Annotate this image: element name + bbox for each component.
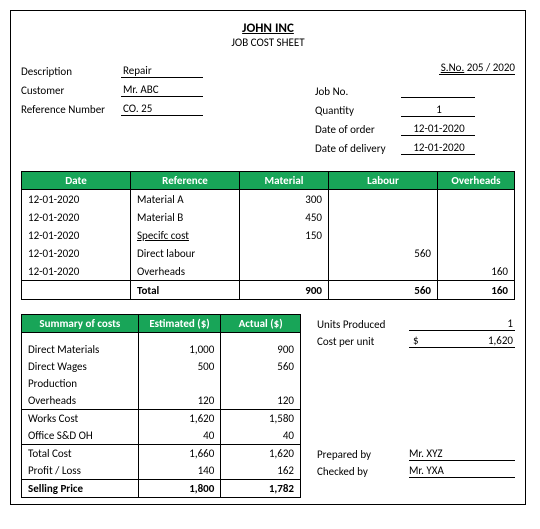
cpu-value: $1,620	[409, 334, 515, 348]
total-row: Total900560160	[22, 281, 515, 300]
summary-table: Summary of costs Estimated ($) Actual ($…	[21, 314, 301, 498]
cust-value: Mr. ABC	[121, 83, 203, 97]
cust-label: Customer	[21, 84, 121, 97]
prep-label: Prepared by	[317, 448, 409, 461]
summary-row: Office S&D OH4040	[22, 427, 301, 445]
check-label: Checked by	[317, 465, 409, 478]
summary-row: Total Cost1,6601,620	[22, 445, 301, 463]
company-name: JOHN INC	[21, 21, 515, 36]
prep-value: Mr. XYZ	[409, 447, 515, 461]
col-ref: Reference	[131, 172, 240, 190]
table-row: 12-01-2020Material A300	[22, 190, 515, 209]
ref-label: Reference Number	[21, 103, 121, 116]
table-row: 12-01-2020Material B450	[22, 208, 515, 226]
deliv-label: Date of delivery	[315, 142, 401, 155]
table-row: 12-01-2020Specifc cost150	[22, 226, 515, 244]
units-value: 1	[409, 317, 515, 331]
table-row: 12-01-2020Overheads160	[22, 262, 515, 281]
qty-value: 1	[401, 103, 475, 117]
sno-field: S.No. 205 / 2020	[439, 61, 515, 75]
header-fields: Description Repair Customer Mr. ABC Refe…	[21, 61, 515, 155]
sheet-title: JOB COST SHEET	[21, 36, 515, 49]
order-label: Date of order	[315, 123, 401, 136]
summary-row: Direct Materials1,000900	[22, 341, 301, 358]
job-cost-sheet: JOHN INC JOB COST SHEET Description Repa…	[10, 10, 526, 505]
scol-est: Estimated ($)	[138, 315, 221, 333]
deliv-value: 12-01-2020	[401, 141, 475, 155]
jobno-label: Job No.	[315, 85, 401, 98]
cost-table: Date Reference Material Labour Overheads…	[21, 171, 515, 300]
ref-value: CO. 25	[121, 102, 203, 116]
qty-label: Quantity	[315, 104, 401, 117]
summary-row: Selling Price1,8001,782	[22, 480, 301, 498]
summary-row: Profit / Loss140162	[22, 462, 301, 480]
side-block: Units Produced 1 Cost per unit $1,620 Pr…	[317, 314, 515, 478]
scol-act: Actual ($)	[221, 315, 301, 333]
summary-row: Works Cost1,6201,580	[22, 410, 301, 428]
col-overheads: Overheads	[438, 172, 515, 190]
col-date: Date	[22, 172, 131, 190]
order-value: 12-01-2020	[401, 122, 475, 136]
col-labour: Labour	[329, 172, 438, 190]
jobno-value	[401, 97, 475, 98]
table-row: 12-01-2020Direct labour560	[22, 244, 515, 262]
check-value: Mr. YXA	[409, 464, 515, 478]
units-label: Units Produced	[317, 318, 409, 331]
summary-row: Direct Wages500560	[22, 358, 301, 375]
summary-row: Overheads120120	[22, 392, 301, 410]
cpu-label: Cost per unit	[317, 335, 409, 348]
desc-value: Repair	[121, 64, 203, 78]
col-material: Material	[240, 172, 329, 190]
scol-summary: Summary of costs	[22, 315, 139, 333]
summary-row: Production	[22, 375, 301, 392]
desc-label: Description	[21, 65, 121, 78]
